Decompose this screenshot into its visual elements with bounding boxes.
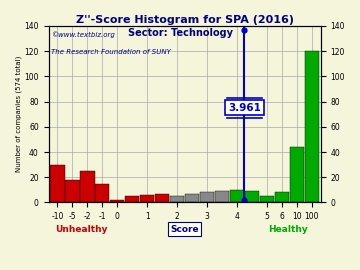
Text: 3.961: 3.961 — [228, 103, 261, 113]
Text: Sector: Technology: Sector: Technology — [127, 28, 233, 38]
Bar — [290, 147, 304, 202]
Bar — [230, 190, 244, 202]
Bar — [140, 195, 154, 202]
Bar — [245, 191, 259, 202]
Y-axis label: Number of companies (574 total): Number of companies (574 total) — [15, 56, 22, 172]
Bar — [260, 196, 274, 202]
Bar — [50, 165, 64, 202]
Text: ©www.textbiz.org: ©www.textbiz.org — [51, 31, 115, 38]
Bar — [155, 194, 169, 202]
Bar — [170, 196, 184, 202]
Bar — [305, 51, 319, 202]
Bar — [80, 171, 95, 202]
Bar — [125, 196, 139, 202]
Bar — [95, 184, 109, 202]
Text: The Research Foundation of SUNY: The Research Foundation of SUNY — [51, 49, 171, 55]
Bar — [110, 200, 125, 202]
Bar — [185, 194, 199, 202]
Bar — [215, 191, 229, 202]
Bar — [200, 193, 214, 202]
Bar — [275, 193, 289, 202]
Title: Z''-Score Histogram for SPA (2016): Z''-Score Histogram for SPA (2016) — [76, 15, 294, 25]
Bar — [65, 180, 80, 202]
Text: Healthy: Healthy — [268, 225, 308, 234]
Text: Unhealthy: Unhealthy — [55, 225, 107, 234]
Text: Score: Score — [170, 225, 199, 234]
